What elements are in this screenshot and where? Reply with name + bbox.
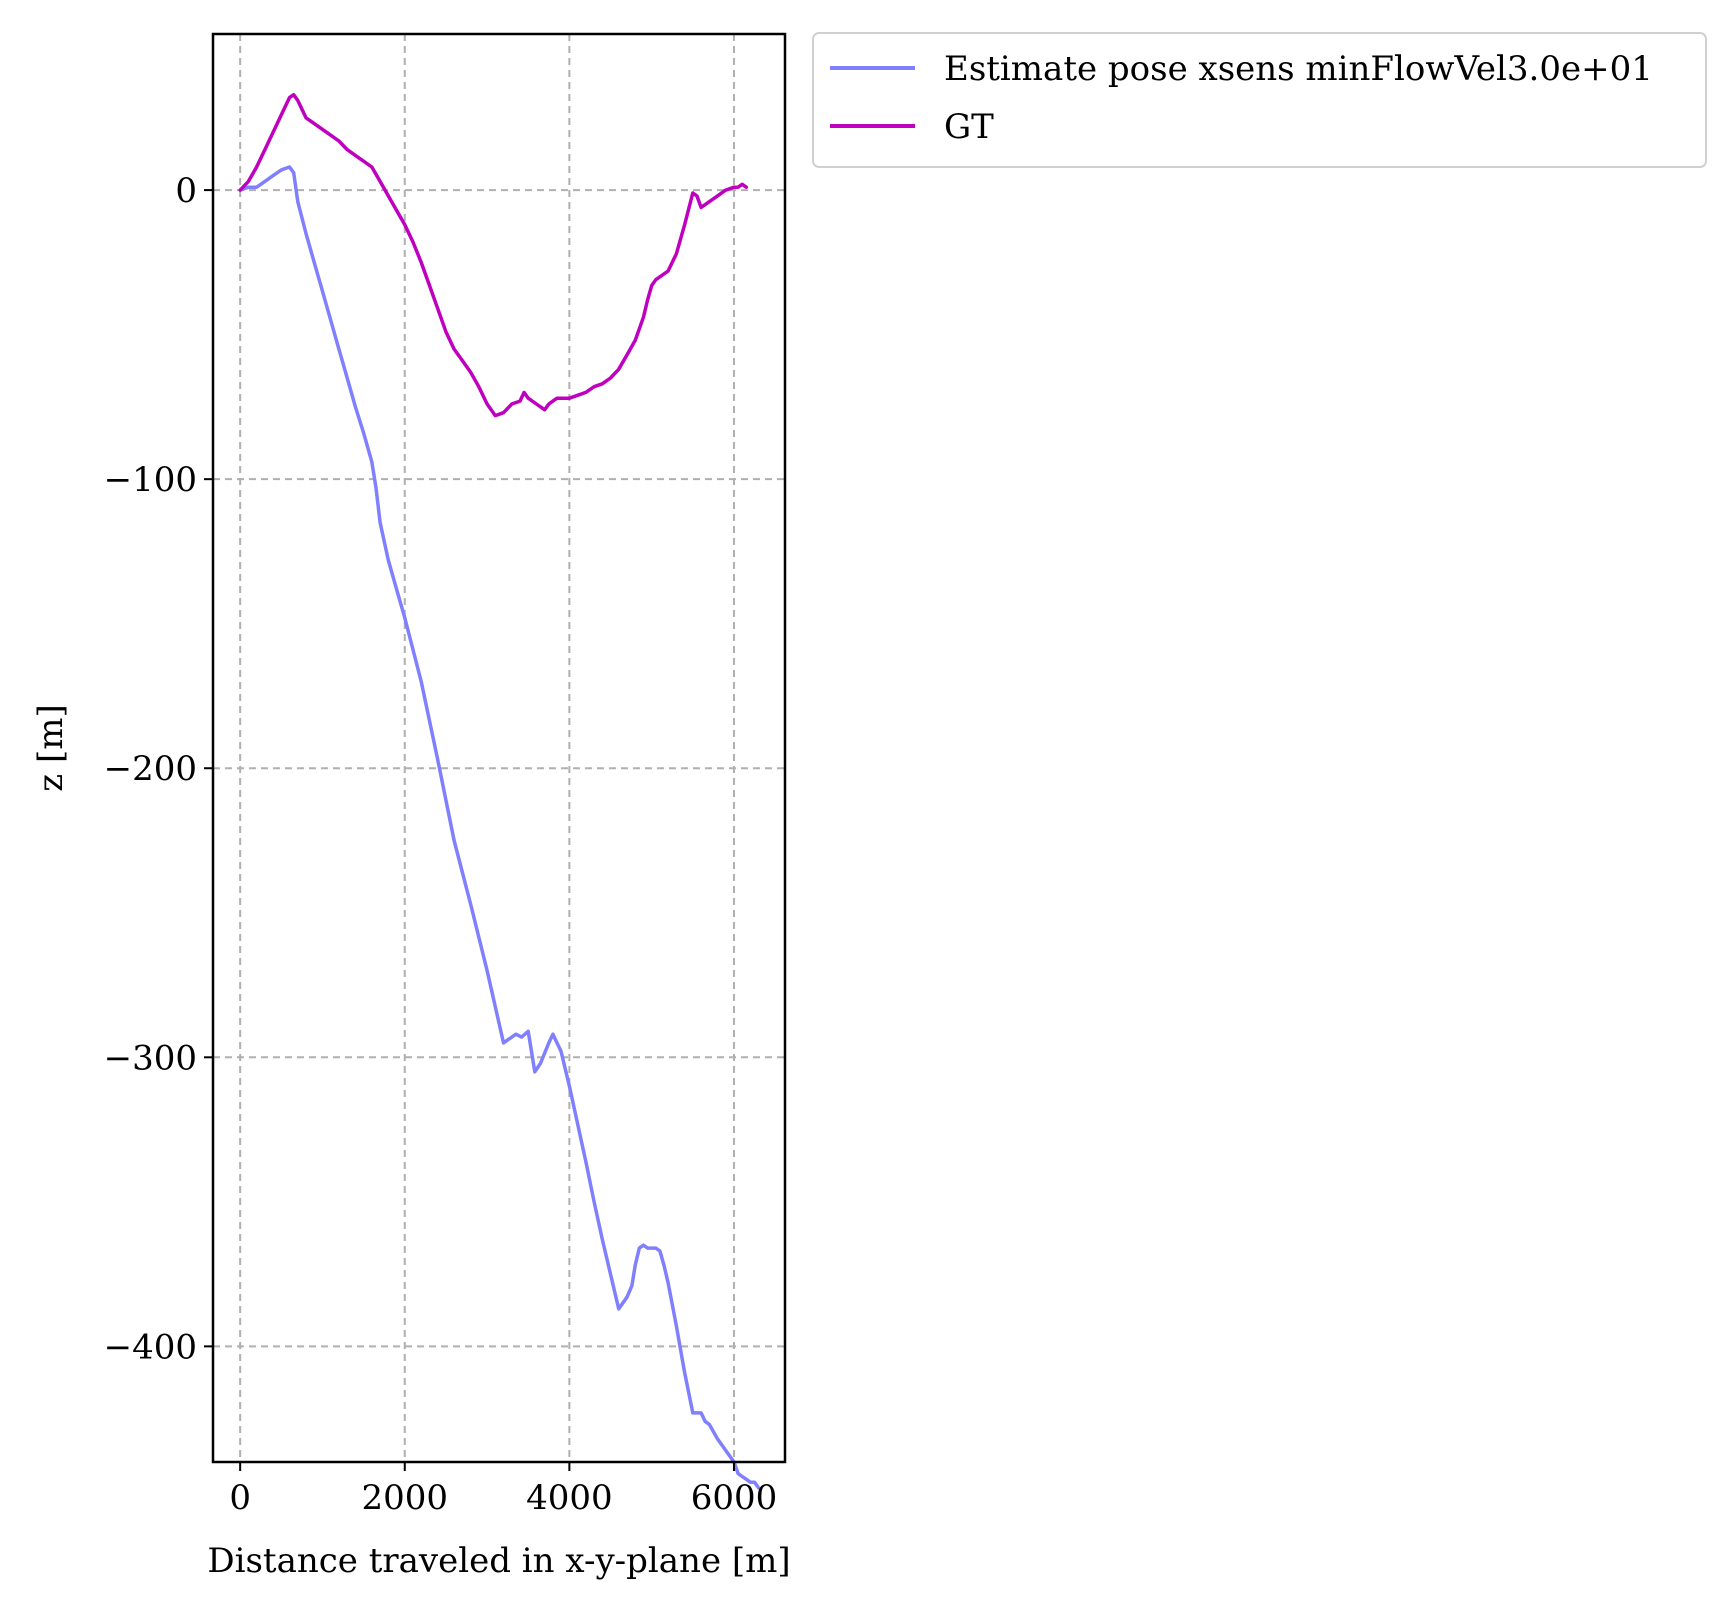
- legend-label: Estimate pose xsens minFlowVel3.0e+01: [944, 49, 1653, 89]
- y-tick-label: −400: [104, 1327, 197, 1367]
- y-tick-label: 0: [175, 171, 197, 211]
- y-tick-label: −200: [104, 749, 197, 789]
- x-tick-label: 2000: [361, 1478, 448, 1518]
- plot-area-frame: [211, 32, 787, 1464]
- y-axis-label: z [m]: [31, 704, 71, 792]
- series-line-0: [238, 165, 761, 1490]
- x-axis-label: Distance traveled in x-y-plane [m]: [207, 1541, 790, 1581]
- x-tick-label: 0: [229, 1478, 251, 1518]
- x-tick-label: 6000: [691, 1478, 778, 1518]
- series-lines: [238, 92, 761, 1490]
- legend-label: GT: [944, 107, 994, 147]
- legend-box: [812, 32, 1707, 168]
- y-tick-label: −300: [104, 1038, 197, 1078]
- axis-ticks: 0 2000 4000 6000 0 −100 −200 −300 −400: [104, 171, 778, 1518]
- x-tick-label: 4000: [526, 1478, 613, 1518]
- legend: Estimate pose xsens minFlowVel3.0e+01 GT: [812, 32, 1707, 168]
- y-tick-label: −100: [104, 460, 197, 500]
- series-line-1: [238, 92, 749, 418]
- grid-lines: [213, 34, 785, 1462]
